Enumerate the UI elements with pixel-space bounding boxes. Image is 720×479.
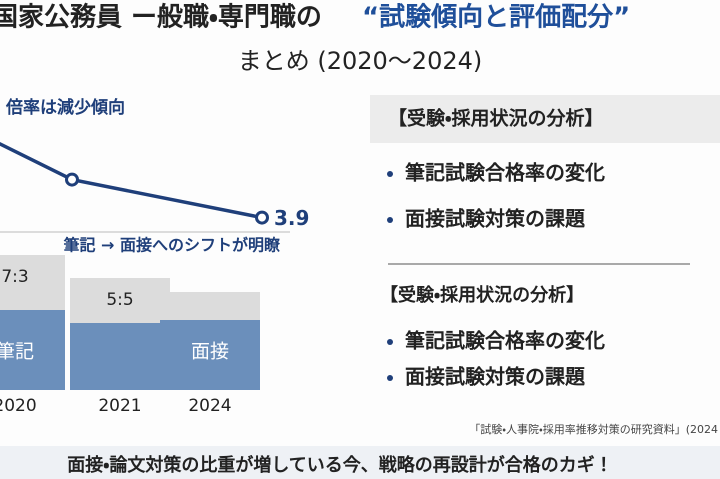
bar-segment	[0, 255, 65, 310]
bullet	[387, 339, 393, 345]
x-tick-label: 2020	[0, 396, 37, 416]
source: 「試験・人事院・採用率推移対策の研究資料」(2024	[469, 422, 718, 436]
bar-label: 面接	[191, 341, 229, 363]
panel-item: 面接試験対策の課題	[405, 207, 586, 231]
panel-item: 筆記試験合格率の変化	[405, 329, 605, 353]
ratio-label: 5:5	[106, 290, 133, 310]
x-tick-label: 2024	[188, 396, 231, 416]
line-title: 倍率は減少傾向	[5, 97, 125, 118]
panel-heading: 【受験・採用状況の分析】	[388, 107, 603, 130]
footer-band	[0, 446, 720, 479]
panel-item: 筆記試験合格率の変化	[405, 161, 605, 185]
title-main: 国家公務員 ー般職・専門職の	[0, 3, 322, 33]
footer: 面接・論文対策の比重が増している今、戦略の再設計が合格のカギ！	[67, 454, 613, 476]
ratio-label: 7:3	[1, 267, 28, 287]
point	[65, 172, 79, 187]
bullet	[387, 171, 393, 177]
value-label: 3.9	[274, 206, 309, 230]
panel-heading-box	[370, 95, 720, 143]
point	[255, 210, 269, 225]
bar-segment	[160, 320, 260, 390]
bar-segment	[160, 292, 260, 320]
bar-title: 筆記 → 面接へのシフトが明瞭	[63, 236, 281, 255]
bar-label: 筆記	[0, 341, 34, 363]
x-tick-label: 2021	[98, 396, 141, 416]
bullet	[387, 375, 393, 381]
panel-heading: 【受験・採用状況の分析】	[380, 284, 584, 306]
bar-segment	[0, 310, 65, 390]
title-highlight: “試験傾向と評価配分”	[362, 2, 630, 33]
subtitle: まとめ (2020〜2024)	[238, 47, 483, 75]
bullet	[387, 217, 393, 223]
bar-segment	[70, 278, 170, 323]
panel-item: 面接試験対策の課題	[405, 365, 586, 389]
bar-segment	[70, 323, 170, 390]
